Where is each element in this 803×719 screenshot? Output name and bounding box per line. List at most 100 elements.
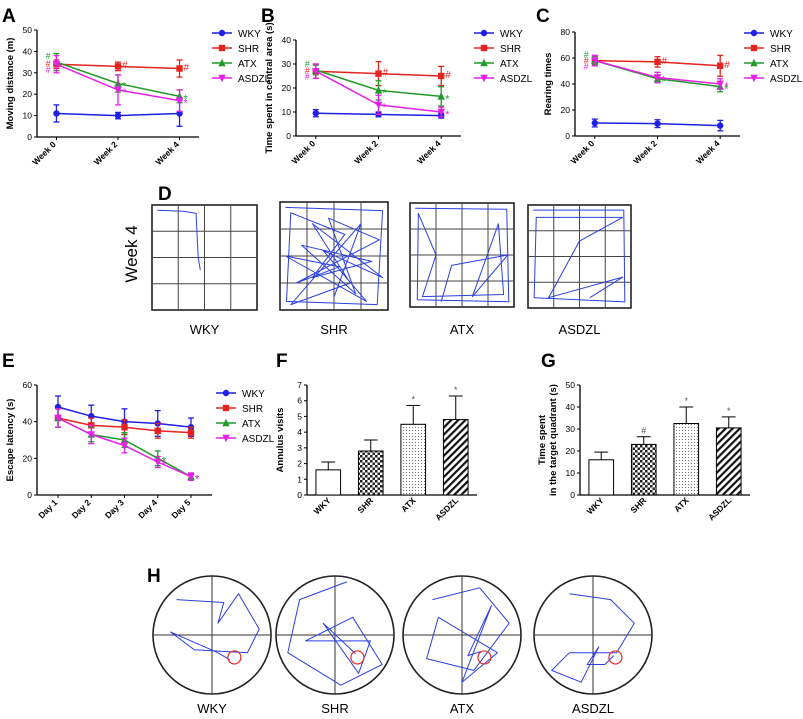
line-chart-a: 0 10 20 30 40 50 Moving distance (m) Week 0 Week… bbox=[5, 25, 199, 167]
marker-triangle-up bbox=[222, 418, 230, 427]
marker-circle bbox=[222, 389, 230, 397]
platform-circle bbox=[477, 650, 492, 665]
significance-star: * bbox=[383, 102, 388, 114]
x-tick-label: ATX bbox=[399, 495, 418, 514]
significance-hash: # bbox=[122, 60, 128, 71]
y-tick-label: 80 bbox=[561, 27, 571, 37]
significance-mark: * bbox=[454, 385, 458, 395]
legend-label-shr: SHR bbox=[500, 44, 521, 55]
marker-square bbox=[375, 70, 382, 77]
y-tick-label: 40 bbox=[23, 46, 33, 56]
marker-square bbox=[717, 62, 724, 69]
marker-circle bbox=[717, 122, 724, 129]
x-tick-label: Week 0 bbox=[290, 138, 318, 166]
marker-triangle-down bbox=[120, 442, 129, 450]
y-tick-label: 20 bbox=[23, 453, 33, 463]
significance-hash: # bbox=[45, 65, 50, 75]
platform-circle bbox=[350, 650, 365, 665]
group-label-wky: WKY bbox=[197, 701, 227, 716]
legend: WKY SHR ATX ASDZL bbox=[474, 29, 533, 85]
group-label-wky: WKY bbox=[190, 322, 220, 337]
legend-label-asdzl: ASDZL bbox=[238, 74, 271, 85]
significance-hash: # bbox=[724, 60, 730, 71]
marker-square bbox=[121, 423, 128, 431]
x-tick-label: ASDZL bbox=[706, 495, 733, 522]
panel-letter-e: E bbox=[2, 351, 15, 372]
legend-label-shr: SHR bbox=[238, 44, 259, 55]
significance-hash: # bbox=[383, 68, 389, 79]
marker-square bbox=[438, 72, 445, 80]
legend-label-shr: SHR bbox=[242, 404, 263, 415]
significance-star: * bbox=[445, 93, 450, 105]
bar-shr bbox=[630, 443, 657, 496]
significance-mark: * bbox=[411, 394, 415, 404]
legend-label-shr: SHR bbox=[770, 44, 791, 55]
y-tick-label: 4 bbox=[297, 427, 302, 437]
significance-star: * bbox=[724, 81, 729, 93]
marker-triangle-down bbox=[480, 74, 488, 83]
movement-track bbox=[157, 209, 201, 271]
y-tick-label: 0 bbox=[297, 490, 302, 500]
y-tick-label: 20 bbox=[23, 89, 33, 99]
y-tick-label: 10 bbox=[23, 111, 33, 121]
marker-square bbox=[187, 429, 195, 436]
y-tick-label: 60 bbox=[561, 53, 571, 63]
significance-star: * bbox=[122, 81, 127, 93]
marker-triangle-down bbox=[54, 414, 62, 423]
marker-triangle-down bbox=[312, 68, 320, 76]
significance-star: * bbox=[662, 76, 667, 88]
water-maze-atx: ATX bbox=[402, 575, 522, 716]
line-chart-e: 0 20 40 60 Escape latency (s) Day 1 Day 2 Day 3… bbox=[5, 380, 212, 520]
significance-star: * bbox=[195, 474, 200, 486]
marker-triangle-down bbox=[374, 101, 383, 109]
panel-letter-b: B bbox=[261, 6, 275, 27]
x-tick-label: ATX bbox=[672, 495, 691, 514]
legend: WKY SHR ATX ASDZL bbox=[216, 389, 275, 445]
open-field-wky: WKY bbox=[151, 204, 258, 337]
marker-triangle-down bbox=[87, 431, 95, 439]
panel-letter-a: A bbox=[2, 6, 16, 27]
x-tick-label: SHR bbox=[355, 495, 375, 515]
panel-letter-d: D bbox=[158, 184, 172, 205]
y-tick-label: 50 bbox=[23, 25, 33, 35]
y-axis-label: Escape latency (s) bbox=[5, 399, 16, 482]
marker-circle bbox=[654, 120, 661, 127]
x-tick-label: Day 4 bbox=[136, 497, 159, 520]
x-tick-label: Week 4 bbox=[153, 139, 181, 167]
marker-triangle-down bbox=[750, 74, 758, 83]
marker-triangle-down bbox=[175, 97, 184, 105]
significance-hash: # bbox=[584, 62, 589, 72]
significance-hash: # bbox=[45, 51, 50, 61]
significance-star: * bbox=[383, 87, 388, 99]
marker-circle bbox=[750, 29, 758, 37]
x-tick-label: Week 0 bbox=[30, 139, 58, 167]
marker-triangle-down bbox=[716, 80, 724, 89]
y-tick-label: 2 bbox=[297, 459, 302, 469]
y-axis-label: in the target quadrant (s) bbox=[548, 384, 559, 496]
bar-asdzl bbox=[715, 427, 742, 496]
open-field-atx: ATX bbox=[409, 202, 515, 337]
platform-circle bbox=[608, 650, 623, 665]
platform-circle bbox=[227, 650, 242, 665]
significance-hash: # bbox=[445, 70, 451, 81]
bar-asdzl bbox=[442, 419, 469, 496]
x-tick-label: SHR bbox=[628, 495, 648, 515]
significance-star: * bbox=[662, 75, 667, 87]
y-tick-label: 30 bbox=[282, 59, 292, 69]
bar-atx bbox=[673, 423, 700, 496]
open-field-asdzl: ASDZL bbox=[527, 204, 632, 337]
x-tick-label: ASDZL bbox=[433, 495, 460, 522]
movement-track bbox=[284, 206, 384, 306]
marker-triangle-up bbox=[437, 92, 445, 100]
significance-star: * bbox=[195, 474, 200, 486]
marker-circle bbox=[53, 110, 60, 117]
y-axis-label: Time spent in central area (s) bbox=[264, 22, 275, 153]
group-label-asdzl: ASDZL bbox=[572, 701, 614, 716]
x-tick-label: Week 0 bbox=[569, 138, 597, 166]
marker-square bbox=[218, 44, 226, 52]
marker-triangle-up bbox=[480, 58, 488, 67]
group-label-atx: ATX bbox=[450, 322, 475, 337]
legend-label-atx: ATX bbox=[238, 59, 257, 70]
marker-circle bbox=[312, 110, 319, 117]
